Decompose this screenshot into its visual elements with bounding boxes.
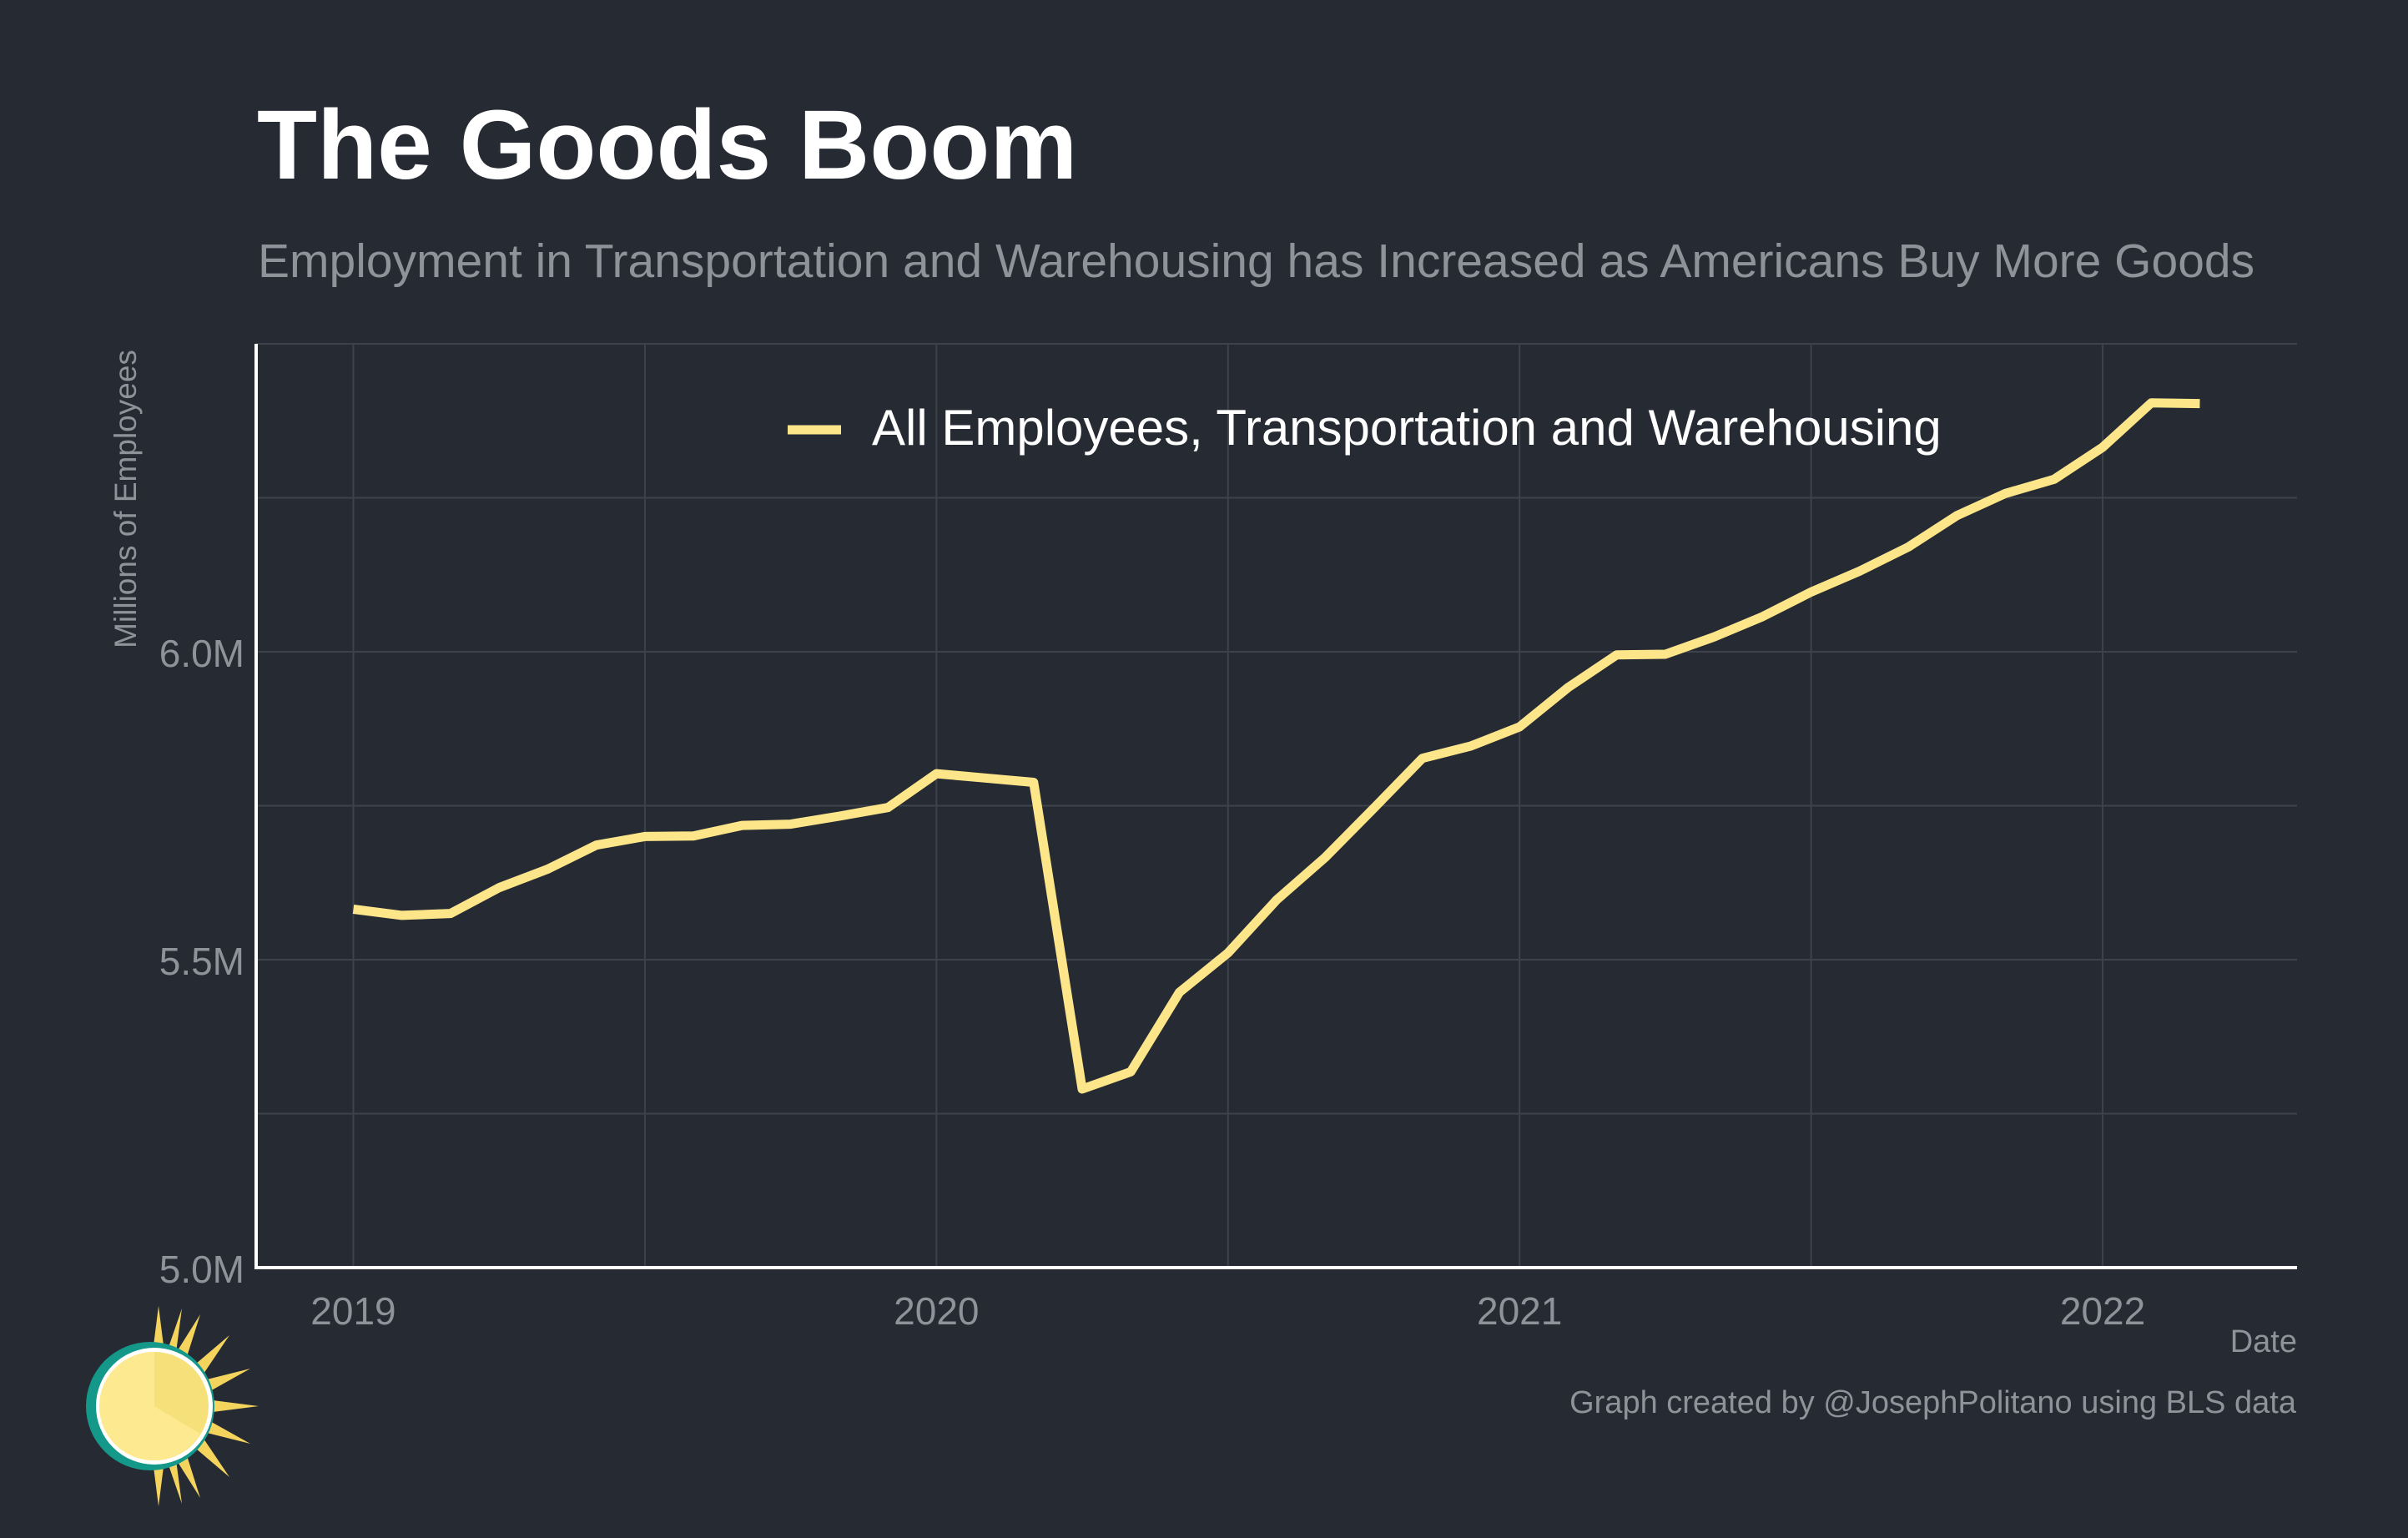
data-point xyxy=(689,832,698,840)
axis-labels: Millions of Employees Date xyxy=(108,350,2297,1359)
data-point xyxy=(738,821,746,830)
data-point xyxy=(398,911,406,920)
data-point xyxy=(1224,949,1232,957)
data-point xyxy=(981,774,990,782)
data-point xyxy=(932,769,940,778)
y-tick-label: 6.0M xyxy=(159,632,244,675)
data-points xyxy=(349,399,2204,1093)
data-point xyxy=(2002,489,2010,497)
y-tick-label: 5.0M xyxy=(159,1248,244,1291)
data-point xyxy=(1321,853,1329,861)
axes xyxy=(254,344,2297,1269)
data-point xyxy=(1272,895,1281,904)
data-point xyxy=(1078,1085,1086,1093)
data-point xyxy=(495,884,503,892)
sun-logo-icon xyxy=(75,1302,275,1523)
x-tick-label: 2021 xyxy=(1477,1289,1562,1333)
chart-subtitle: Employment in Transportation and Warehou… xyxy=(258,234,2255,288)
data-point xyxy=(1564,683,1572,692)
data-point xyxy=(641,832,649,840)
data-point xyxy=(543,865,552,874)
x-axis-title: Date xyxy=(2230,1324,2297,1359)
data-point xyxy=(1418,754,1427,763)
data-point xyxy=(1710,633,1718,641)
source-credit: Graph created by @JosephPolitano using B… xyxy=(1569,1385,2296,1420)
data-point xyxy=(1807,587,1816,596)
data-point xyxy=(1176,988,1184,996)
data-point xyxy=(1952,512,1961,520)
data-point xyxy=(1467,742,1475,750)
chart-title: The Goods Boom xyxy=(257,90,1078,200)
data-point xyxy=(884,804,892,812)
data-point xyxy=(1613,651,1621,659)
x-tick-label: 2020 xyxy=(894,1289,979,1333)
data-point xyxy=(349,905,357,913)
data-point xyxy=(2147,399,2155,407)
data-point xyxy=(835,812,844,820)
data-point xyxy=(787,820,795,829)
y-tick-label: 5.5M xyxy=(159,940,244,983)
x-tick-label: 2022 xyxy=(2060,1289,2145,1333)
series-line xyxy=(352,398,2200,1094)
data-point xyxy=(1758,613,1766,621)
data-point xyxy=(1030,778,1038,786)
data-point xyxy=(1661,650,1670,658)
legend-label: All Employees, Transportation and Wareho… xyxy=(872,400,1942,456)
data-point xyxy=(2050,475,2058,483)
x-tick-label: 2019 xyxy=(310,1289,395,1333)
data-point xyxy=(1369,804,1378,812)
tick-labels: 5.0M 5.5M 6.0M 2019 2020 2021 2022 xyxy=(159,632,2145,1333)
data-point xyxy=(1856,567,1864,575)
data-point xyxy=(1515,723,1524,731)
data-point xyxy=(1126,1067,1135,1076)
data-point xyxy=(446,910,455,918)
series-layer xyxy=(352,398,2200,1094)
data-point xyxy=(1904,543,1912,552)
data-point xyxy=(2098,443,2107,451)
legend: All Employees, Transportation and Wareho… xyxy=(788,400,1942,456)
grid-lines xyxy=(256,343,2297,1268)
data-point xyxy=(592,841,601,850)
y-axis-title: Millions of Employees xyxy=(108,350,143,648)
data-point xyxy=(2196,400,2204,408)
